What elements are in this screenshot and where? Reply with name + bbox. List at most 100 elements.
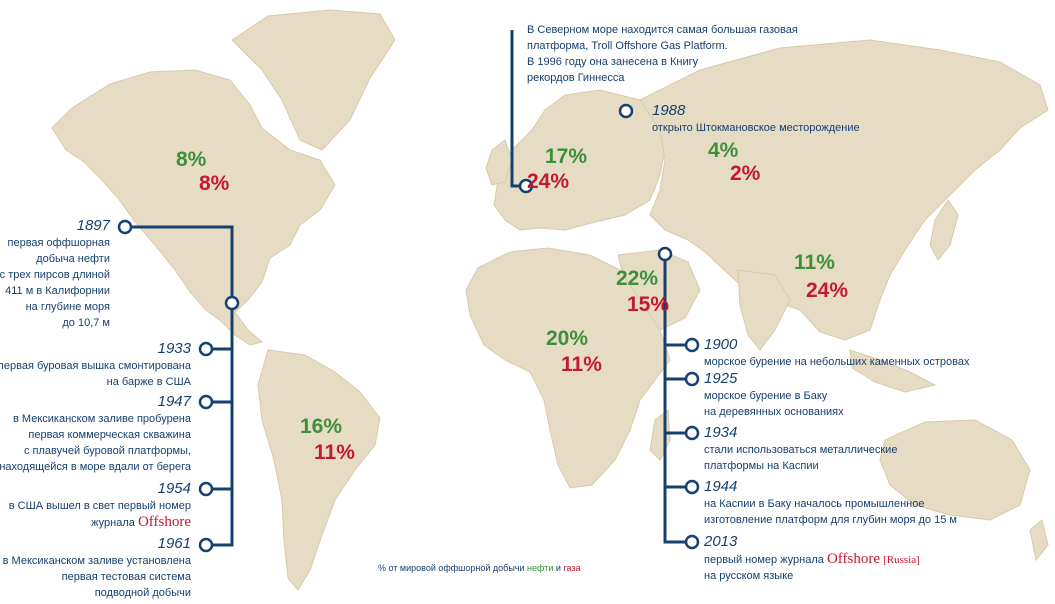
greenland-land (231, 9, 396, 151)
middle-east-oil-pct: 22% (616, 267, 659, 290)
north-sea-note: В Северном море находится самая большая … (527, 22, 798, 86)
event-text: добыча нефти (36, 253, 110, 265)
british-isles-land (485, 139, 513, 186)
event-year: 1944 (704, 478, 738, 495)
marker-1988 (618, 103, 634, 119)
asia-gas-pct: 24% (806, 279, 849, 302)
event-2013: 2013 первый номер журнала Offshore [Russ… (704, 533, 920, 584)
event-text: первая тестовая система (61, 571, 191, 583)
event-year: 1947 (157, 393, 191, 410)
offshore-brand: Offshore (826, 551, 881, 567)
north-america-oil-pct: 8% (176, 148, 207, 171)
event-text: морское бурение на небольших каменных ос… (704, 356, 970, 368)
marker-1947 (198, 394, 214, 410)
legend-gas: газа (563, 563, 581, 573)
africa-oil-pct: 20% (546, 327, 589, 350)
timeline-markers (117, 103, 700, 553)
north-sea-gas-pct: 24% (527, 170, 570, 193)
event-text: открыто Штокмановское месторождение (652, 122, 860, 134)
event-text: 411 м в Калифорнии (5, 285, 110, 297)
event-1933: 1933 первая буровая вышка смонтирована н… (0, 340, 191, 390)
left-timeline-line (130, 225, 234, 547)
south-america-oil-pct: 16% (300, 415, 343, 438)
event-text: первый номер журнала (704, 554, 824, 566)
legend-oil: нефти (527, 563, 554, 573)
south-america-land (257, 349, 381, 591)
event-1900: 1900 морское бурение на небольших каменн… (704, 336, 969, 370)
event-text: на глубине моря (25, 301, 110, 313)
india-land (737, 269, 791, 351)
north-america-land (51, 69, 336, 346)
event-1925: 1925 морское бурение в Баку на деревянны… (704, 370, 844, 420)
marker-1933 (198, 341, 214, 357)
asia-oil-pct: 11% (794, 251, 835, 274)
event-text: платформы на Каспии (704, 460, 819, 472)
event-text: морское бурение в Баку (704, 390, 828, 402)
event-text: до 10,7 м (62, 317, 110, 329)
event-text: в Мексиканском заливе пробурена (13, 413, 191, 425)
shtokman-note: 1988 открыто Штокмановское месторождение (652, 102, 860, 136)
marker-1900 (684, 337, 700, 353)
event-text: находящейся в море вдали от берега (0, 461, 191, 473)
asia-land (639, 39, 1049, 341)
event-text: первая коммерческая скважина (28, 429, 191, 441)
event-year: 1954 (157, 480, 191, 497)
africa-gas-pct: 11% (561, 353, 602, 376)
marker-1954 (198, 481, 214, 497)
offshore-brand: Offshore (137, 514, 191, 530)
marker-1897 (117, 219, 133, 235)
event-year: 1925 (704, 370, 738, 387)
event-1944: 1944 на Каспии в Баку началось промышлен… (704, 478, 957, 528)
event-text: стали использоваться металлические (704, 444, 898, 456)
event-text: в США вышел в свет первый номер (8, 500, 191, 512)
russia-gas-pct: 2% (730, 162, 761, 185)
event-text: подводной добычи (94, 587, 191, 599)
europe-land (493, 89, 666, 231)
new-zealand-land (1029, 519, 1049, 562)
right-timeline-line (663, 258, 690, 544)
australia-land (879, 419, 1031, 521)
north-sea-note-line: В Северном море находится самая большая … (527, 24, 798, 36)
event-year: 1961 (157, 535, 191, 552)
event-text: в Мексиканском заливе установлена (2, 555, 191, 567)
marker-gulf (224, 295, 240, 311)
offshore-russia-suffix: [Russia] (883, 554, 920, 566)
north-sea-note-line: В 1996 году она занесена в Книгу (527, 56, 699, 68)
event-text: с трех пирсов длиной (0, 269, 110, 281)
africa-land (465, 247, 671, 489)
marker-1944 (684, 479, 700, 495)
north-sea-note-line: рекордов Гиннесса (527, 72, 625, 84)
event-text: изготовление платформ для глубин моря до… (704, 514, 957, 526)
middle-east-gas-pct: 15% (627, 293, 670, 316)
event-text: на русском языке (704, 570, 794, 582)
marker-north-sea (518, 178, 534, 194)
event-1961: 1961 в Мексиканском заливе установлена п… (3, 535, 191, 601)
marker-1925 (684, 371, 700, 387)
japan-land (929, 199, 959, 261)
legend-prefix: % от мировой оффшорной добычи (378, 563, 525, 573)
event-text: первая буровая вышка смонтирована (0, 360, 191, 372)
event-year: 2013 (704, 533, 738, 550)
event-text: на деревянных основаниях (704, 406, 844, 418)
event-year: 1934 (704, 424, 738, 441)
madagascar-land (649, 409, 671, 461)
marker-1934 (684, 425, 700, 441)
marker-2013 (684, 534, 700, 550)
event-text: на барже в США (106, 376, 191, 388)
event-year: 1900 (704, 336, 738, 353)
marker-1961 (198, 537, 214, 553)
north-sea-note-line: платформа, Troll Offshore Gas Platform. (527, 40, 728, 52)
south-america-gas-pct: 11% (314, 441, 355, 464)
marker-caspian (657, 246, 673, 262)
legend: % от мировой оффшорной добычи нефти и га… (378, 563, 581, 573)
event-year: 1897 (76, 217, 110, 234)
legend-and: и (555, 563, 561, 573)
event-year: 1933 (157, 340, 191, 357)
north-sea-oil-pct: 17% (545, 145, 588, 168)
north-america-gas-pct: 8% (199, 172, 230, 195)
event-year: 1988 (652, 102, 686, 119)
russia-oil-pct: 4% (708, 139, 739, 162)
event-text: на Каспии в Баку началось промышленное (704, 498, 925, 510)
event-text: журнала (91, 517, 135, 529)
